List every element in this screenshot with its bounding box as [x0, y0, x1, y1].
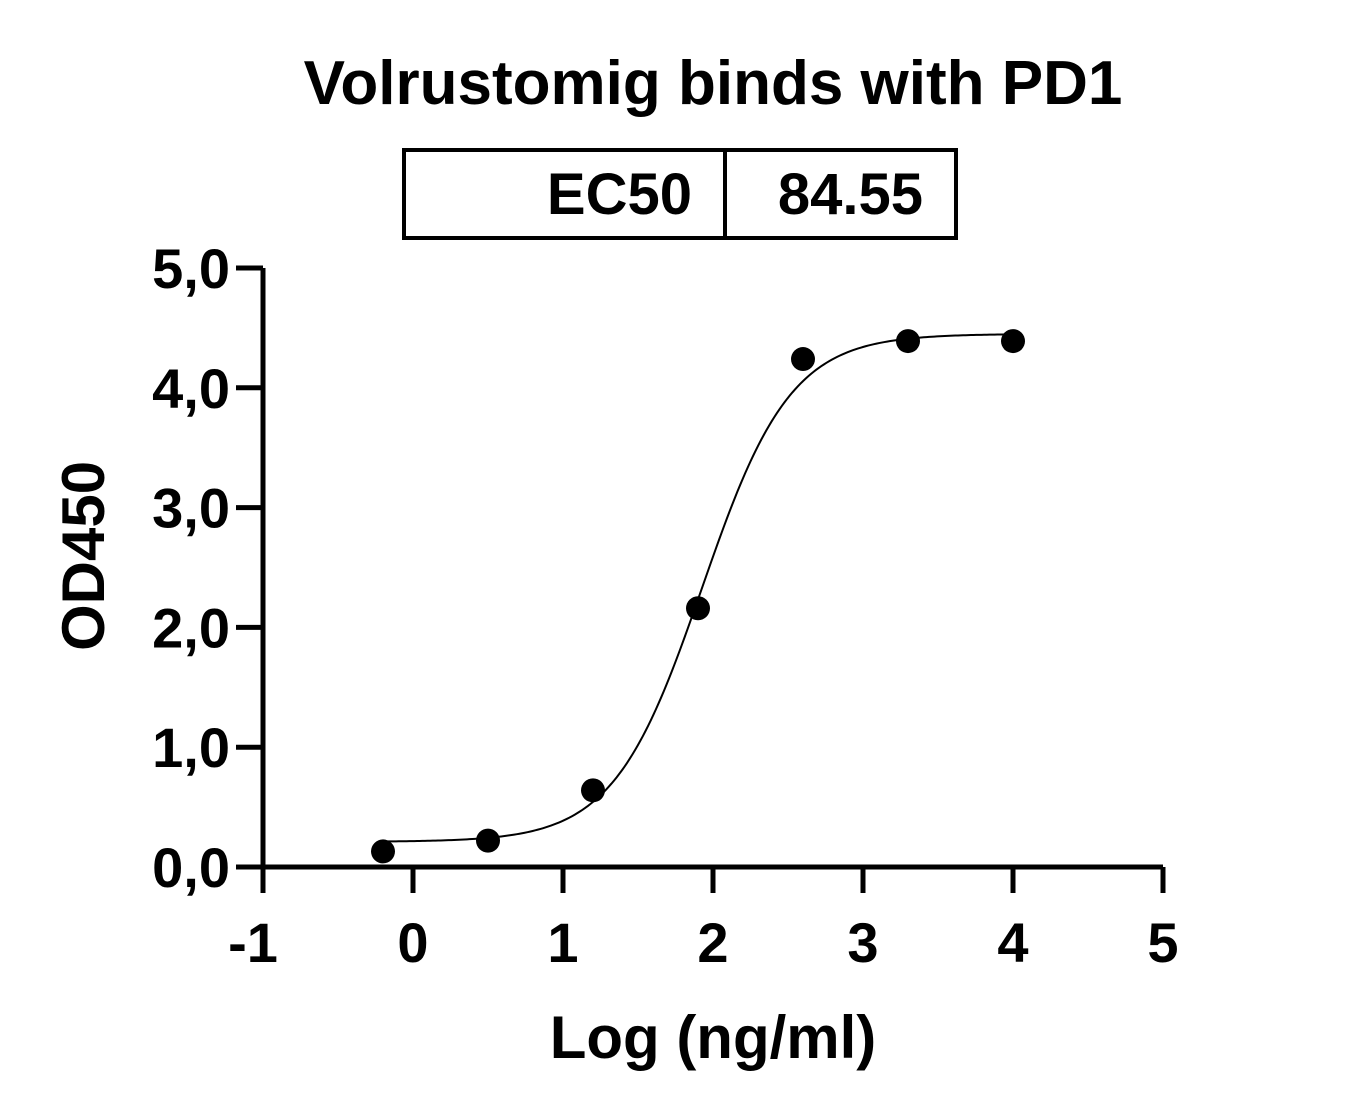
data-point: [791, 347, 815, 372]
x-tick-label: 4: [997, 911, 1028, 974]
x-tick-label: -1: [228, 911, 278, 974]
x-axis-label: Log (ng/ml): [550, 1004, 877, 1071]
x-tick-label: 1: [547, 911, 578, 974]
x-tick-label: 5: [1147, 911, 1178, 974]
ec50-table: EC50 84.55: [402, 148, 958, 240]
x-tick-label: 0: [397, 911, 428, 974]
data-point: [476, 828, 500, 853]
x-tick-label: 2: [697, 911, 728, 974]
y-tick-label: 0,0: [152, 836, 230, 899]
y-axis-label: OD450: [50, 461, 117, 651]
y-tick-label: 1,0: [152, 716, 230, 779]
y-tick-label: 4,0: [152, 357, 230, 420]
data-point: [896, 329, 920, 354]
data-point: [1001, 329, 1025, 354]
data-point: [581, 778, 605, 803]
y-tick-label: 2,0: [152, 596, 230, 659]
axes: [260, 268, 1163, 870]
x-tick-label: 3: [847, 911, 878, 974]
fit-curve: [382, 333, 1014, 843]
chart-title: Volrustomig binds with PD1: [304, 49, 1123, 118]
x-axis-ticks: -1 0 1 2 3 4 5: [228, 867, 1179, 974]
data-point: [686, 596, 710, 621]
y-tick-label: 3,0: [152, 477, 230, 540]
y-axis-ticks: 0,0 1,0 2,0 3,0 4,0 5,0: [152, 237, 263, 899]
data-point: [371, 839, 395, 864]
ec50-table-border: [402, 148, 958, 240]
ec50-value: 84.55: [778, 162, 923, 227]
ec50-label: EC50: [547, 162, 692, 227]
data-points: [371, 329, 1025, 864]
y-tick-label: 5,0: [152, 237, 230, 300]
